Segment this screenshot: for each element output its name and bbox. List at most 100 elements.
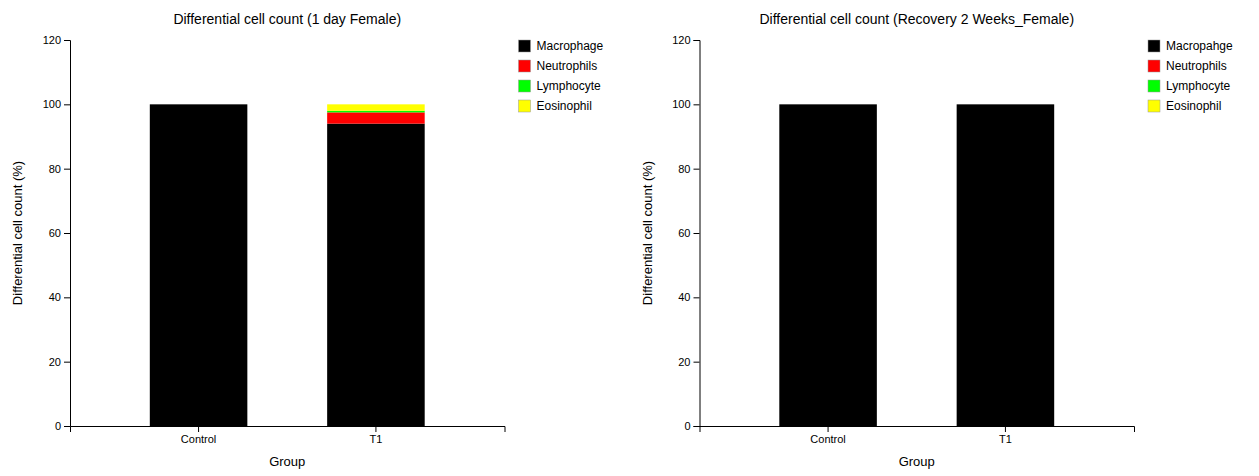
plot: 0 20 40 60 80 100 120 Control T1 Macrophage Neutro… xyxy=(43,34,604,445)
y-axis-title: Differential cell count (%) xyxy=(10,161,25,305)
legend-label: Macropahge xyxy=(1166,39,1233,53)
tick-mark xyxy=(64,362,70,363)
legend-label: Neutrophils xyxy=(1166,59,1227,73)
axis-line xyxy=(694,41,701,427)
tick-label: 20 xyxy=(49,356,61,368)
series xyxy=(327,111,425,113)
legend-item: Macropahge xyxy=(1148,39,1233,53)
tick: 80 xyxy=(678,163,699,175)
y-axis: 0 20 40 60 80 100 120 xyxy=(43,34,71,432)
legend-item: Neutrophils xyxy=(519,59,598,73)
tick: 60 xyxy=(49,227,70,239)
tick-mark xyxy=(64,40,70,41)
tick: 20 xyxy=(678,356,699,368)
series xyxy=(779,104,1054,426)
bar xyxy=(327,111,425,113)
title: Differential cell count (Recovery 2 Week… xyxy=(759,11,1074,27)
series xyxy=(327,112,425,123)
tick-label: 0 xyxy=(684,420,690,432)
tick-label: 80 xyxy=(678,163,690,175)
axis-line xyxy=(71,427,506,433)
tick: 40 xyxy=(49,291,70,303)
tick-label: 40 xyxy=(678,291,690,303)
legend-swatch xyxy=(1148,60,1160,72)
tick-label: T1 xyxy=(370,433,383,445)
tick-mark xyxy=(694,426,700,427)
tick-label: 40 xyxy=(49,291,61,303)
legend-swatch xyxy=(1148,100,1160,112)
tick-mark xyxy=(198,426,199,432)
legend-label: Macrophage xyxy=(537,39,604,53)
legend-swatch xyxy=(519,100,531,112)
tick-label: 20 xyxy=(678,356,690,368)
legend-label: Neutrophils xyxy=(537,59,598,73)
legend-label: Eosinophil xyxy=(1166,99,1221,113)
x-axis-title: Group xyxy=(899,454,935,469)
tick-mark xyxy=(694,169,700,170)
tick: Control xyxy=(181,426,216,445)
tick-label: 60 xyxy=(678,227,690,239)
tick: Control xyxy=(810,426,845,445)
panel: 0 20 40 60 80 100 120 Control T1 Macropahge Neutro… xyxy=(640,11,1234,469)
tick-mark xyxy=(64,297,70,298)
tick-mark xyxy=(375,426,376,432)
tick-label: T1 xyxy=(999,433,1012,445)
legend-item: Lymphocyte xyxy=(1148,79,1231,93)
tick-label: 100 xyxy=(672,98,690,110)
panel: 0 20 40 60 80 100 120 Control T1 Macrophage Neutro… xyxy=(10,11,604,469)
bar xyxy=(779,104,877,105)
tick-mark xyxy=(694,362,700,363)
bar xyxy=(327,112,425,123)
legend-item: Lymphocyte xyxy=(519,79,602,93)
tick-label: 120 xyxy=(43,34,61,46)
tick-mark xyxy=(694,104,700,105)
bar xyxy=(957,104,1055,105)
tick-label: 100 xyxy=(43,98,61,110)
legend: Macropahge Neutrophils Lymphocyte Eosinophi… xyxy=(1148,39,1233,113)
tick: T1 xyxy=(370,426,383,445)
tick-mark xyxy=(64,426,70,427)
tick-mark xyxy=(64,169,70,170)
tick-label: 80 xyxy=(49,163,61,175)
tick: 0 xyxy=(55,420,70,432)
tick: 80 xyxy=(49,163,70,175)
legend: Macrophage Neutrophils Lymphocyte Eosinophi… xyxy=(519,39,604,113)
bar xyxy=(957,104,1055,105)
bar xyxy=(327,124,425,426)
bar xyxy=(779,104,877,105)
legend-swatch xyxy=(519,80,531,92)
axis-line xyxy=(64,41,71,427)
legend-item: Neutrophils xyxy=(1148,59,1227,73)
tick-label: 0 xyxy=(55,420,61,432)
x-axis: Control T1 xyxy=(71,426,506,445)
legend-item: Eosinophil xyxy=(1148,99,1221,113)
tick: 120 xyxy=(672,34,699,46)
tick-label: Control xyxy=(181,433,216,445)
bar xyxy=(779,104,877,426)
bar xyxy=(150,104,248,105)
bar xyxy=(327,104,425,110)
tick-mark xyxy=(694,233,700,234)
tick: 40 xyxy=(678,291,699,303)
x-axis: Control T1 xyxy=(700,426,1135,445)
tick: 100 xyxy=(43,98,70,110)
legend-label: Lymphocyte xyxy=(537,79,602,93)
bars xyxy=(150,104,425,426)
tick: 0 xyxy=(684,420,699,432)
tick-label: 60 xyxy=(49,227,61,239)
plot: 0 20 40 60 80 100 120 Control T1 Macropahge Neutro… xyxy=(672,34,1233,445)
legend-item: Eosinophil xyxy=(519,99,592,113)
bar xyxy=(150,104,248,105)
bar xyxy=(957,104,1055,105)
y-axis: 0 20 40 60 80 100 120 xyxy=(672,34,700,432)
legend-swatch xyxy=(519,60,531,72)
legend-swatch xyxy=(1148,40,1160,52)
tick-label: Control xyxy=(810,433,845,445)
bar xyxy=(957,104,1055,426)
legend-item: Macrophage xyxy=(519,39,604,53)
title: Differential cell count (1 day Female) xyxy=(173,11,401,27)
legend-swatch xyxy=(519,40,531,52)
legend-label: Lymphocyte xyxy=(1166,79,1231,93)
x-axis-title: Group xyxy=(269,454,305,469)
bar xyxy=(779,104,877,105)
